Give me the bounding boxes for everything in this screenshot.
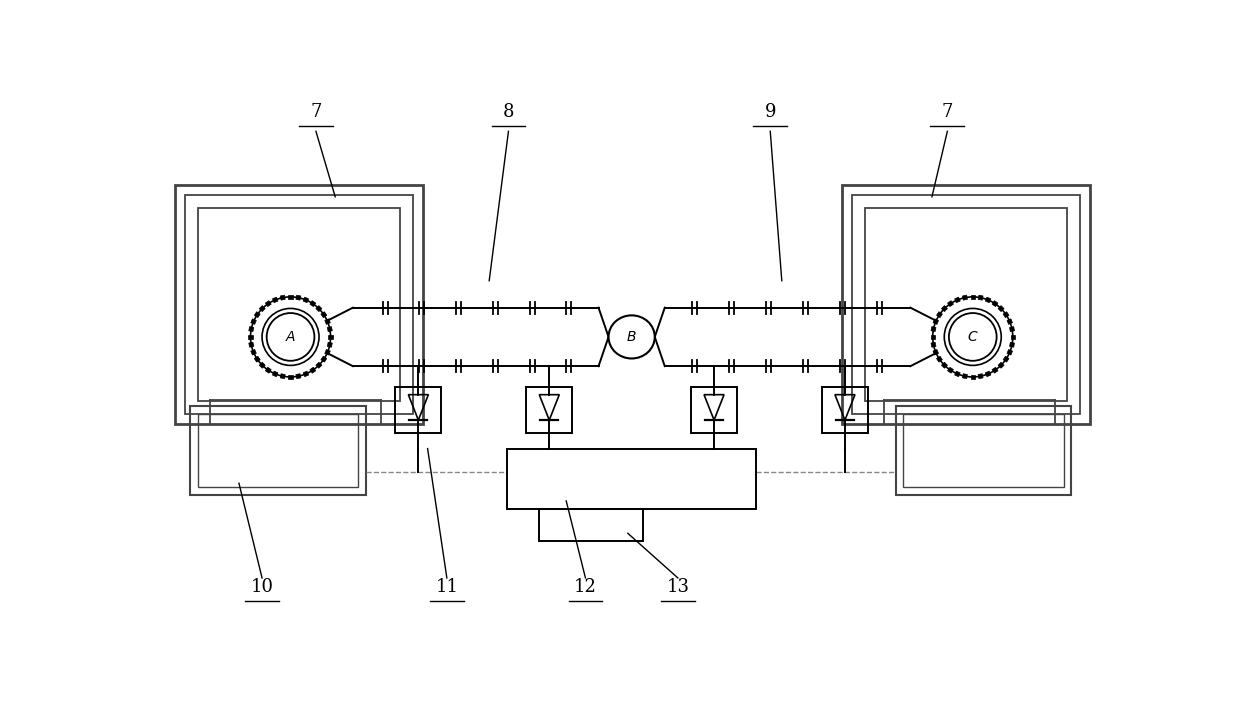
Bar [175,185,423,424]
Bar [325,349,330,355]
Bar [539,509,644,541]
Text: 11: 11 [435,579,459,596]
Bar [955,297,960,303]
Bar [962,295,967,300]
Bar [1011,335,1014,339]
Bar [185,195,413,414]
Bar [280,295,285,300]
Bar [303,371,309,377]
Bar [316,306,322,311]
Bar [396,387,441,433]
Bar [866,208,1066,401]
Bar [249,327,254,332]
Bar [250,319,257,324]
Circle shape [262,309,319,366]
Bar [986,297,991,303]
Bar [962,374,967,379]
Bar [310,301,316,307]
Bar [198,208,399,401]
Text: 13: 13 [666,579,689,596]
Text: A: A [285,330,295,344]
Bar [310,367,316,373]
Bar [978,374,983,379]
Bar [852,195,1080,414]
Bar [327,342,332,347]
Bar [280,374,285,379]
Bar [273,297,278,303]
Bar [936,311,942,318]
Text: 7: 7 [941,103,954,122]
Text: 8: 8 [502,103,515,122]
Bar [249,342,254,347]
Text: B: B [627,330,636,344]
Bar [325,319,330,324]
Bar [904,414,1064,487]
Text: 9: 9 [765,103,776,122]
Bar [265,301,272,307]
Bar [329,335,332,339]
Bar [1007,349,1013,355]
Bar [998,306,1004,311]
Bar [932,319,939,324]
Bar [296,374,301,379]
Bar [971,295,975,299]
Bar [254,311,260,318]
Bar [303,297,309,303]
Bar [248,335,253,339]
Bar [941,362,947,368]
Text: C: C [968,330,977,344]
Bar [955,371,960,377]
Bar [198,414,358,487]
Circle shape [945,309,1001,366]
Bar [250,349,257,355]
Text: 7: 7 [310,103,321,122]
Bar [1003,356,1009,362]
Bar [526,387,573,433]
Bar [895,406,1071,495]
Circle shape [250,297,331,377]
Bar [931,342,936,347]
Bar [978,295,983,300]
Bar [289,375,293,379]
Bar [254,356,260,362]
Bar [1009,342,1014,347]
Bar [1009,327,1014,332]
Bar [842,185,1090,424]
Bar [265,367,272,373]
Bar [992,367,998,373]
Bar [289,295,293,299]
Bar [941,306,947,311]
Bar [321,356,327,362]
Bar [327,327,332,332]
Bar [321,311,327,318]
Circle shape [932,297,1013,377]
Circle shape [267,313,315,361]
Ellipse shape [609,316,655,359]
Bar [1003,311,1009,318]
Bar [316,362,322,368]
Circle shape [949,313,997,361]
Bar [296,295,301,300]
Bar [259,362,265,368]
Bar [986,371,991,377]
Bar [992,301,998,307]
Bar [971,375,975,379]
Bar [998,362,1004,368]
Bar [936,356,942,362]
Bar [507,449,756,509]
Bar [1007,319,1013,324]
Text: 12: 12 [574,579,596,596]
Bar [191,406,366,495]
Bar [822,387,868,433]
Bar [930,335,935,339]
Bar [273,371,278,377]
Text: 10: 10 [250,579,274,596]
Bar [947,367,954,373]
Bar [932,349,939,355]
Bar [259,306,265,311]
Bar [931,327,936,332]
Bar [947,301,954,307]
Bar [691,387,737,433]
